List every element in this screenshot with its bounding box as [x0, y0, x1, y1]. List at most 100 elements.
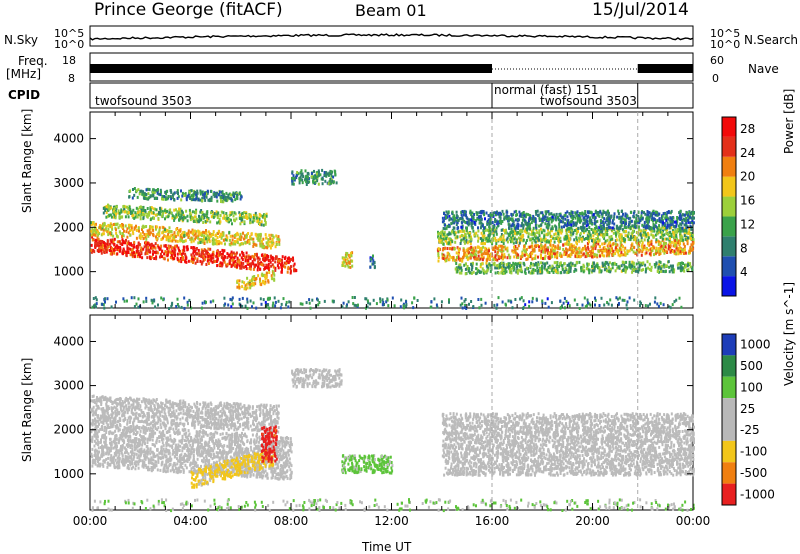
data-cell	[241, 258, 244, 261]
data-cell	[154, 246, 157, 250]
data-cell	[637, 248, 640, 251]
data-cell	[525, 252, 528, 256]
data-cell	[137, 211, 139, 215]
data-cell	[484, 217, 486, 221]
data-cell	[151, 246, 154, 250]
data-cell	[217, 193, 220, 197]
data-cell	[259, 267, 262, 271]
data-cell	[205, 251, 208, 255]
data-cell	[104, 206, 106, 210]
data-cell	[197, 241, 200, 245]
data-cell	[481, 258, 484, 262]
data-cell	[155, 255, 158, 259]
data-cell	[455, 214, 458, 218]
data-cell	[190, 194, 193, 198]
data-cell	[180, 260, 183, 264]
data-cell	[658, 226, 661, 230]
data-cell	[123, 210, 126, 214]
data-cell	[492, 237, 494, 241]
data-cell	[603, 246, 606, 249]
data-cell	[187, 235, 190, 239]
data-cell	[488, 239, 491, 243]
data-cell	[253, 275, 256, 278]
data-cell	[226, 236, 229, 240]
data-cell	[674, 243, 677, 247]
data-cell	[166, 189, 169, 193]
data-cell	[666, 211, 669, 214]
data-cell	[463, 240, 466, 244]
data-cell	[494, 271, 497, 275]
data-cell	[161, 197, 163, 201]
data-cell	[465, 236, 468, 239]
data-cell	[264, 233, 267, 237]
data-cell	[644, 231, 647, 235]
data-cell	[584, 244, 587, 248]
data-cell	[153, 257, 156, 260]
data-cell	[583, 247, 586, 251]
data-cell	[621, 216, 624, 220]
data-cell	[116, 240, 119, 244]
data-cell	[465, 255, 468, 259]
data-cell	[504, 231, 507, 235]
data-cell	[121, 232, 124, 235]
data-cell	[132, 188, 134, 191]
data-cell	[274, 266, 277, 270]
data-cell	[449, 247, 451, 251]
data-cell	[164, 211, 167, 214]
data-cell	[565, 247, 567, 251]
data-cell	[161, 212, 164, 216]
data-cell	[664, 270, 667, 274]
data-cell	[219, 241, 222, 245]
data-cell	[586, 233, 589, 237]
data-cell	[546, 232, 549, 236]
data-cell	[133, 255, 136, 259]
data-cell	[577, 236, 580, 240]
data-cell	[159, 252, 162, 256]
data-cell	[587, 251, 590, 255]
data-cell	[350, 254, 353, 258]
data-cell	[528, 245, 531, 249]
data-cell	[574, 254, 577, 258]
data-cell	[252, 262, 255, 266]
data-cell	[313, 169, 315, 173]
data-cell	[580, 265, 583, 269]
data-cell	[110, 206, 113, 210]
data-cell	[174, 239, 177, 243]
data-cell	[686, 264, 689, 268]
data-cell	[240, 261, 243, 265]
data-cell	[182, 251, 185, 255]
data-cell	[519, 232, 522, 236]
data-cell	[459, 242, 462, 245]
data-cell	[496, 247, 499, 250]
data-cell	[109, 224, 112, 228]
data-cell	[113, 211, 116, 214]
data-cell	[662, 246, 665, 250]
data-cell	[152, 194, 155, 198]
data-cell	[196, 219, 199, 223]
data-cell	[548, 240, 550, 244]
data-cell	[178, 218, 181, 222]
data-cell	[205, 229, 207, 232]
data-cell	[553, 240, 556, 244]
data-cell	[642, 245, 645, 249]
data-cell	[514, 262, 517, 266]
data-cell	[102, 232, 105, 236]
data-cell	[257, 274, 260, 278]
data-cell	[611, 226, 614, 230]
data-cell	[270, 264, 273, 268]
data-cell	[573, 244, 576, 248]
data-cell	[518, 229, 521, 233]
data-cell	[512, 213, 515, 217]
data-cell	[440, 230, 443, 234]
data-cell	[121, 249, 124, 253]
data-cell	[201, 249, 204, 253]
data-cell	[260, 263, 263, 267]
data-cell	[126, 210, 128, 214]
data-cell	[192, 239, 195, 243]
data-cell	[513, 237, 516, 241]
data-cell	[689, 245, 692, 249]
data-cell	[614, 252, 617, 256]
data-cell	[278, 242, 281, 246]
data-cell	[628, 260, 631, 264]
data-cell	[264, 258, 267, 261]
